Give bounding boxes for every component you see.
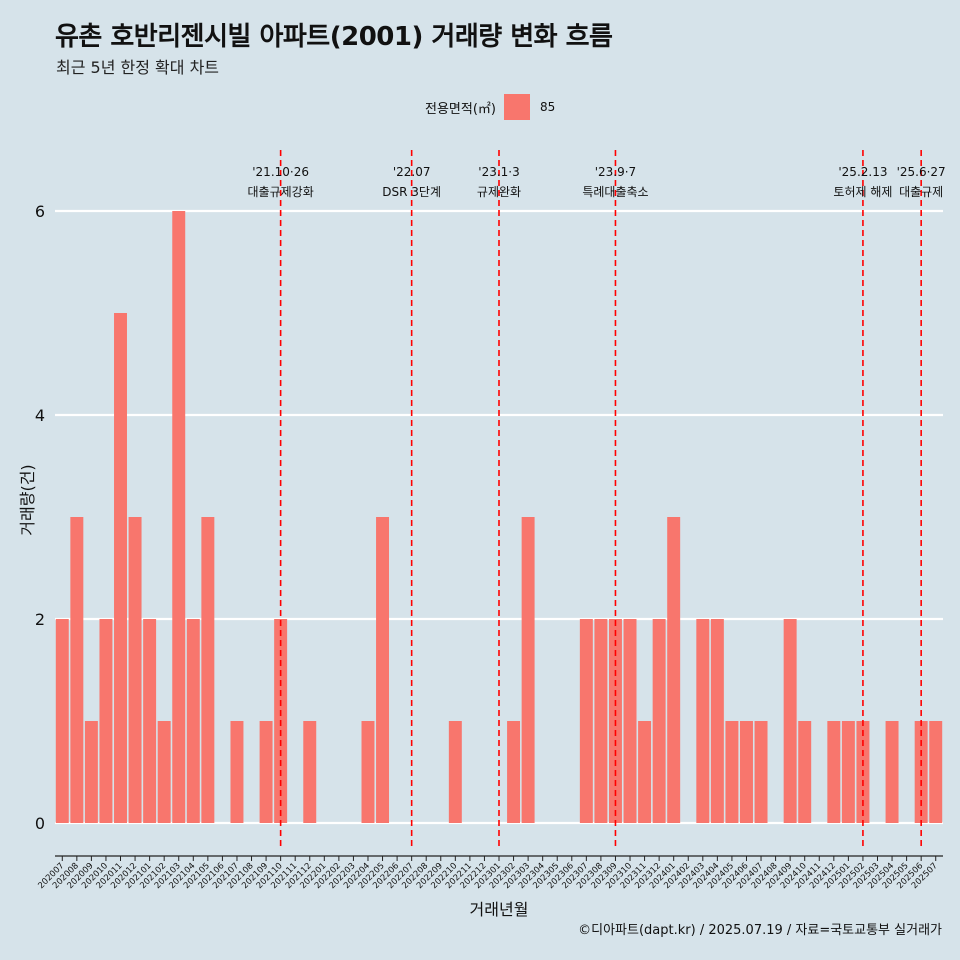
bar-202103	[172, 211, 186, 823]
bar-202104	[186, 619, 200, 823]
bar-202404	[710, 619, 724, 823]
x-axis-title: 거래년월	[470, 900, 529, 919]
bar-202312	[652, 619, 666, 823]
legend-title: 전용면적(㎡)	[425, 101, 496, 117]
annotation-date-202301: '23.1·3	[478, 165, 519, 179]
bar-202401	[667, 517, 681, 823]
bar-202412	[827, 721, 841, 823]
bar-202101	[143, 619, 157, 823]
annotation-label-202309: 특례대출축소	[582, 185, 648, 199]
bar-202007	[55, 619, 69, 823]
bar-202102	[157, 721, 171, 823]
legend-swatch-85	[503, 94, 530, 120]
annotation-date-202506: '25.6·27	[897, 165, 946, 179]
annotation-label-202207: DSR 3단계	[382, 185, 441, 199]
bar-202105	[201, 517, 215, 823]
legend-label-85: 85	[539, 100, 556, 114]
bar-202112	[303, 721, 317, 823]
bar-202204	[361, 721, 375, 823]
annotation-label-202110: 대출규제강화	[248, 185, 314, 199]
bar-202109	[259, 721, 273, 823]
bar-202501	[841, 721, 855, 823]
annotation-label-202502: 토허제 해제	[833, 185, 892, 199]
bar-202012	[128, 517, 142, 823]
annotation-date-202309: '23.9·7	[595, 165, 636, 179]
bar-202009	[84, 721, 98, 823]
y-tick-label: 0	[35, 814, 45, 833]
bar-202011	[114, 313, 127, 823]
bar-202010	[99, 619, 113, 823]
annotation-date-202110: '21.10·26	[252, 165, 309, 179]
bar-202107	[230, 721, 244, 823]
bar-202205	[376, 517, 390, 823]
bar-202407	[754, 721, 768, 823]
bar-202403	[696, 619, 710, 823]
annotation-date-202502: '25.2.13	[838, 165, 887, 179]
y-axis-title: 거래량(건)	[18, 464, 37, 535]
bar-202307	[579, 619, 593, 823]
bar-202308	[594, 619, 608, 823]
bar-202504	[885, 721, 899, 823]
bar-202406	[739, 721, 753, 823]
annotation-date-202207: '22.07	[393, 165, 431, 179]
legend: 전용면적(㎡) 85	[425, 94, 555, 120]
bar-202310	[623, 619, 637, 823]
bar-202405	[725, 721, 739, 823]
bar-202302	[507, 721, 521, 823]
bar-202507	[929, 721, 943, 823]
y-tick-label: 6	[35, 202, 45, 221]
y-tick-label: 2	[35, 610, 45, 629]
chart-title: 유촌 호반리젠시빌 아파트(2001) 거래량 변화 흐름	[55, 22, 613, 52]
bar-202311	[638, 721, 652, 823]
annotation-label-202506: 대출규제	[899, 185, 943, 199]
chart-subtitle: 최근 5년 한정 확대 차트	[56, 58, 220, 77]
bar-202008	[70, 517, 84, 823]
bar-202409	[783, 619, 797, 823]
y-tick-label: 4	[35, 406, 45, 425]
source-caption: ©디아파트(dapt.kr) / 2025.07.19 / 자료=국토교통부 실…	[578, 923, 942, 938]
bar-202210	[448, 721, 462, 823]
annotation-label-202301: 규제완화	[477, 185, 521, 199]
bar-202303	[521, 517, 535, 823]
bar-202410	[798, 721, 812, 823]
